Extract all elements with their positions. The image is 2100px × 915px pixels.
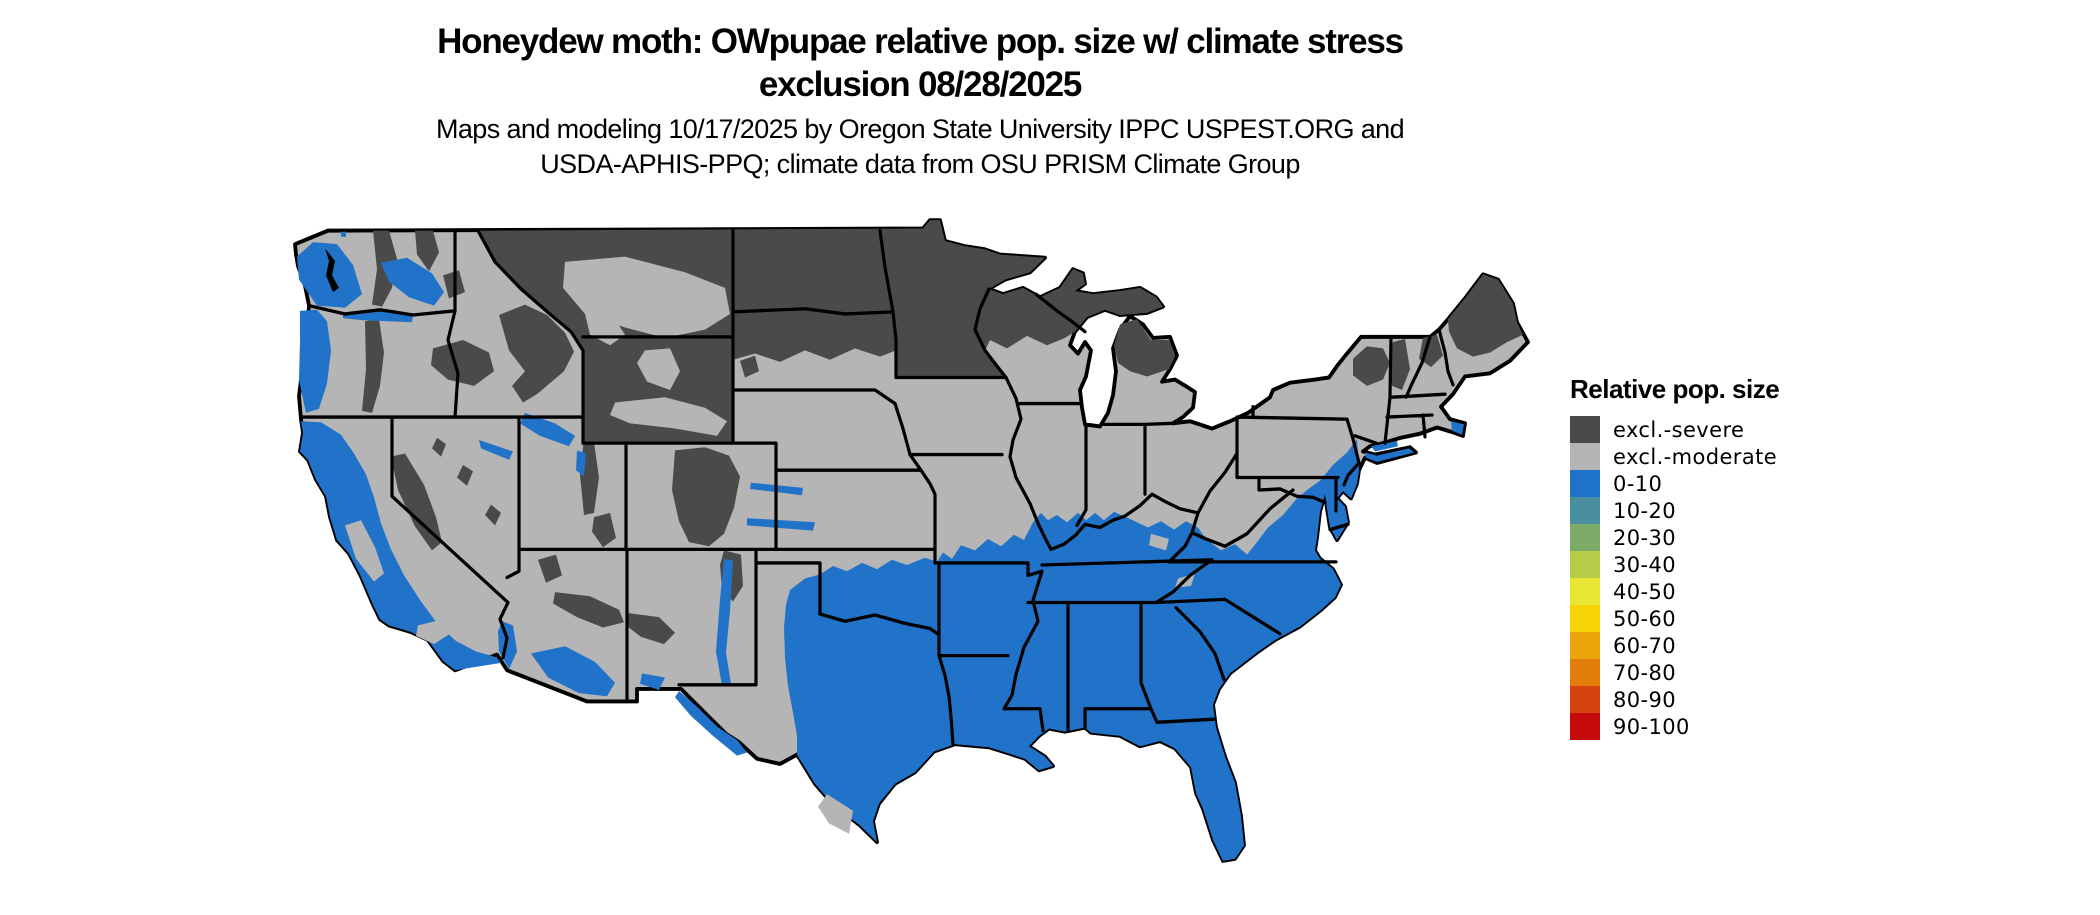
region-severe-uinta xyxy=(587,427,626,445)
region-severe-gila-nm xyxy=(626,612,675,645)
legend-swatch xyxy=(1570,686,1600,713)
region-moderate-san-bernardino xyxy=(416,620,450,645)
region-moderate-central-wyoming xyxy=(610,397,727,436)
legend-swatch xyxy=(1570,497,1600,524)
legend-item-label: 20-30 xyxy=(1613,525,1677,550)
legend-swatch xyxy=(1570,578,1600,605)
legend-item-label: excl.-moderate xyxy=(1613,444,1778,469)
region-moderate-bighorn-basin xyxy=(637,348,680,390)
region-severe-upper-michigan-mitten xyxy=(1114,319,1175,377)
legend-item: 50-60 xyxy=(1570,605,1900,632)
legend-item: excl.-severe xyxy=(1570,416,1900,443)
legend-swatch xyxy=(1570,416,1600,443)
region-severe-nv-range-2 xyxy=(485,504,501,526)
legend-swatch xyxy=(1570,443,1600,470)
legend-swatch xyxy=(1570,551,1600,578)
legend-item-label: 40-50 xyxy=(1613,579,1677,604)
region-severe-central-idaho xyxy=(499,304,574,403)
map-subtitle-line1: Maps and modeling 10/17/2025 by Oregon S… xyxy=(435,114,1405,144)
region-severe-kaibab xyxy=(538,554,562,583)
legend-swatch xyxy=(1570,605,1600,632)
region-blue-great-basin-speck-1 xyxy=(479,440,513,460)
legend-item: excl.-moderate xyxy=(1570,443,1900,470)
region-severe-ne-washington xyxy=(415,230,439,272)
region-blue-long-island xyxy=(1365,448,1414,462)
region-blue-phoenix-tucson xyxy=(531,646,615,697)
legend-item-label: 0-10 xyxy=(1613,471,1663,496)
region-blue-colorado-arkansas-valley xyxy=(747,518,815,531)
uspest-map-page: { "title": { "line1": "Honeydew moth: OW… xyxy=(270,20,1900,863)
region-blue-snake-plain xyxy=(520,412,575,447)
legend-item: 30-40 xyxy=(1570,551,1900,578)
legend-item-label: 60-70 xyxy=(1613,633,1677,658)
region-severe-or-cascades xyxy=(362,319,384,413)
legend-item: 40-50 xyxy=(1570,578,1900,605)
legend-item: 10-20 xyxy=(1570,497,1900,524)
map-subtitle-line2: USDA-APHIS-PPQ; climate data from OSU PR… xyxy=(540,149,1300,179)
legend-item: 60-70 xyxy=(1570,632,1900,659)
legend-item-label: 50-60 xyxy=(1613,606,1677,631)
region-severe-s-utah-plateau xyxy=(592,512,616,548)
legend-item-label: 80-90 xyxy=(1613,687,1677,712)
region-severe-colorado-rockies xyxy=(672,447,740,547)
region-severe-black-hills xyxy=(740,355,759,378)
map-regions-moderate-patches xyxy=(563,256,730,436)
us-map xyxy=(285,215,1585,915)
region-blue-cape-cod xyxy=(1451,421,1464,435)
region-blue-ct-coast xyxy=(1371,441,1398,452)
region-severe-maine xyxy=(1448,274,1523,357)
map-regions-moderate-inside-blue xyxy=(345,520,1195,834)
region-severe-sierra-nevada xyxy=(391,453,442,551)
legend-swatch xyxy=(1570,632,1600,659)
region-blue-el-paso-strip xyxy=(675,691,747,756)
legend-swatch xyxy=(1570,470,1600,497)
us-map-svg xyxy=(293,218,1530,863)
legend: Relative pop. size excl.-severe excl.-mod… xyxy=(1570,374,1900,740)
region-severe-green-mountains xyxy=(1389,338,1410,390)
region-blue-willamette-or-coast xyxy=(299,309,331,413)
map-title-line1: Honeydew moth: OWpupae relative pop. siz… xyxy=(437,22,1404,61)
region-moderate-south-texas-brush xyxy=(818,794,853,834)
region-moderate-ca-coast-range xyxy=(345,520,384,582)
region-blue-rio-grande-nm xyxy=(716,558,733,686)
map-title: Honeydew moth: OWpupae relative pop. siz… xyxy=(270,20,1570,106)
legend-item-label: 90-100 xyxy=(1613,714,1690,739)
region-severe-nv-range-1 xyxy=(457,465,473,486)
legend-item: 70-80 xyxy=(1570,659,1900,686)
legend-item: 0-10 xyxy=(1570,470,1900,497)
region-severe-white-mountains xyxy=(1419,334,1443,368)
region-blue-southeast-band xyxy=(784,438,1359,861)
legend-items: excl.-severe excl.-moderate 0-10 10-20 20-30… xyxy=(1570,416,1900,740)
region-blue-columbia-basin xyxy=(381,257,444,306)
legend-item: 90-100 xyxy=(1570,713,1900,740)
region-severe-mogollon-az xyxy=(553,592,624,628)
legend-swatch xyxy=(1570,524,1600,551)
map-subtitle: Maps and modeling 10/17/2025 by Oregon S… xyxy=(270,112,1570,182)
region-severe-adirondacks xyxy=(1353,346,1390,386)
legend-item-label: 10-20 xyxy=(1613,498,1677,523)
region-severe-blue-mountains xyxy=(431,340,494,386)
legend-title: Relative pop. size xyxy=(1570,374,1780,404)
legend-swatch xyxy=(1570,713,1600,740)
region-severe-nv-range-3 xyxy=(432,437,446,457)
state-boundaries xyxy=(300,228,1455,746)
region-blue-great-basin-speck-2 xyxy=(576,450,586,477)
map-title-line2: exclusion 08/28/2025 xyxy=(758,65,1083,104)
region-blue-california xyxy=(300,421,501,671)
region-blue-sw-new-mexico xyxy=(640,673,665,690)
legend-swatch xyxy=(1570,659,1600,686)
legend-item-label: 70-80 xyxy=(1613,660,1677,685)
legend-item-label: excl.-severe xyxy=(1613,417,1745,442)
region-blue-san-juan-speck xyxy=(341,231,346,237)
legend-item: 20-30 xyxy=(1570,524,1900,551)
legend-item-label: 30-40 xyxy=(1613,552,1677,577)
region-moderate-kentucky-patch xyxy=(1149,533,1169,551)
legend-item: 80-90 xyxy=(1570,686,1900,713)
